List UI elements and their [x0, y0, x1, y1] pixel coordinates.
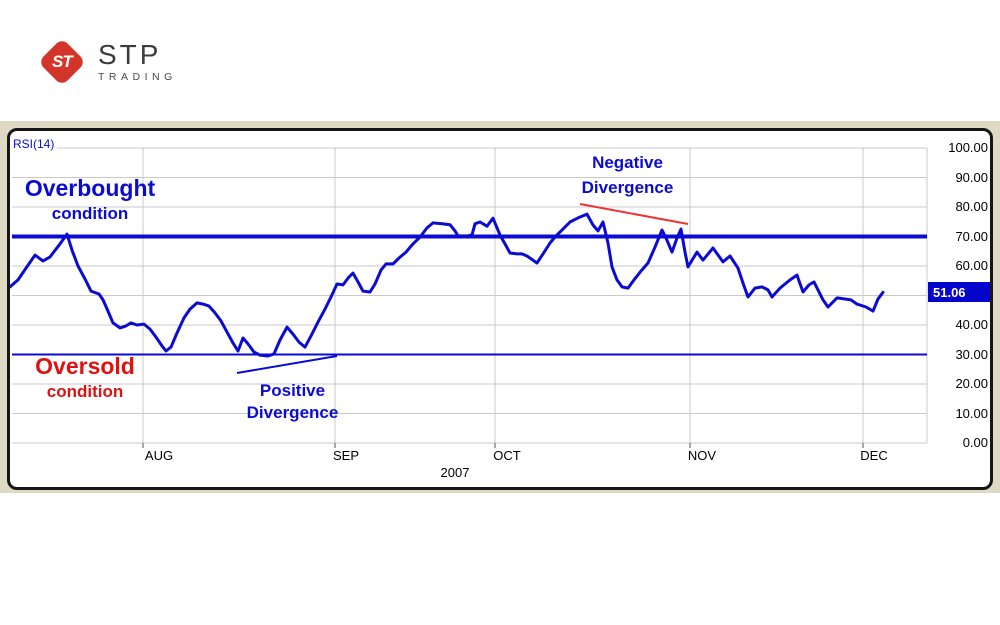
y-axis-tick-label: 80.00 [955, 199, 988, 214]
negative-divergence-label-line1: Negative [592, 153, 663, 172]
y-axis-tick-label: 40.00 [955, 317, 988, 332]
y-axis-tick-label: 60.00 [955, 258, 988, 273]
positive-divergence-label-line2: Divergence [246, 403, 339, 422]
stp-logo-text: STP TRADING [98, 38, 177, 83]
x-axis-month-label: AUG [144, 448, 174, 463]
rsi-line [10, 212, 885, 358]
logo-name: STP [98, 38, 162, 70]
x-axis-month-label: DEC [860, 448, 888, 463]
overbought-sublabel: condition [51, 204, 129, 223]
current-value-text: 51.06 [933, 284, 966, 300]
stp-logo-icon: ST [37, 37, 87, 87]
logo-subtitle: TRADING [98, 70, 177, 83]
x-axis-month-label: OCT [493, 448, 521, 463]
indicator-title: RSI(14) [13, 137, 58, 151]
current-value-badge: 51.06 [928, 282, 990, 303]
x-axis-month-label: SEP [332, 448, 359, 463]
positive-divergence-line [236, 355, 338, 374]
y-axis-tick-label: 10.00 [955, 405, 988, 421]
y-axis-tick-label: 90.00 [955, 169, 988, 185]
y-axis-tick-label: 20.00 [955, 376, 988, 391]
y-axis-tick-label: 30.00 [955, 346, 988, 362]
positive-divergence-label-line1: Positive [259, 381, 326, 400]
negative-divergence-line [579, 203, 689, 225]
negative-divergence-label-line2: Divergence [581, 178, 674, 197]
chart-outer-background: RSI(14) Overbought condition Oversold co… [0, 121, 1000, 493]
stp-logo-monogram: ST [52, 51, 72, 71]
oversold-label: Oversold [35, 353, 135, 379]
y-axis-tick-label: 100.00 [948, 140, 988, 155]
stp-logo: ST STP TRADING [37, 37, 177, 87]
rsi-chart-panel: RSI(14) Overbought condition Oversold co… [7, 128, 993, 490]
overbought-label: Overbought [24, 175, 156, 201]
oversold-sublabel: condition [46, 382, 124, 401]
y-axis-tick-label: 70.00 [955, 228, 988, 244]
rsi-chart-canvas [10, 147, 928, 448]
x-axis-month-label: NOV [687, 448, 717, 463]
x-axis-year-label: 2007 [440, 465, 470, 480]
y-axis-tick-label: 0.00 [962, 435, 988, 450]
